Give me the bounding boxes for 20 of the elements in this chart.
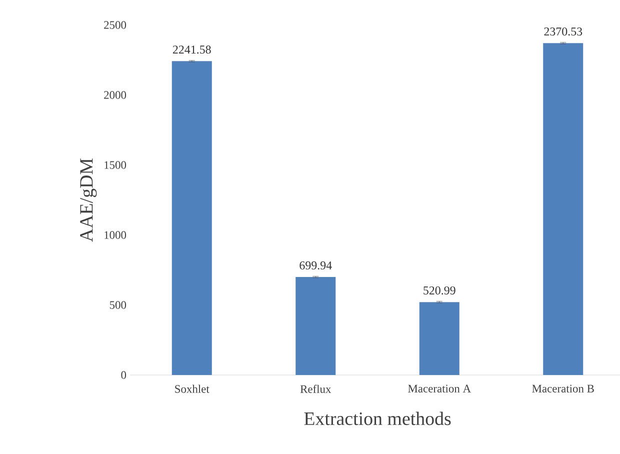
x-tick-label: Maceration A <box>408 384 471 392</box>
x-tick-label: Soxhlet <box>175 384 210 393</box>
y-axis-title: AAE/gDM <box>80 158 97 242</box>
bar <box>419 302 460 375</box>
bar <box>543 43 584 375</box>
x-tick-label: Maceration B <box>532 384 594 392</box>
data-label: 520.99 <box>424 286 456 295</box>
x-axis-title: Extraction methods <box>304 412 451 426</box>
data-label: 2241.58 <box>172 46 211 54</box>
y-tick-label: 1000 <box>104 231 126 239</box>
y-tick-label: 1500 <box>104 161 126 169</box>
data-label: 699.94 <box>300 261 332 270</box>
y-tick-label: 2500 <box>104 21 126 29</box>
bar <box>296 277 336 375</box>
y-tick-label: 500 <box>110 301 126 309</box>
data-label: 2370.53 <box>544 27 582 36</box>
y-tick-label: 0 <box>121 371 126 379</box>
bar <box>172 61 212 375</box>
x-tick-label: Reflux <box>300 384 332 393</box>
y-tick-label: 2000 <box>104 91 126 99</box>
